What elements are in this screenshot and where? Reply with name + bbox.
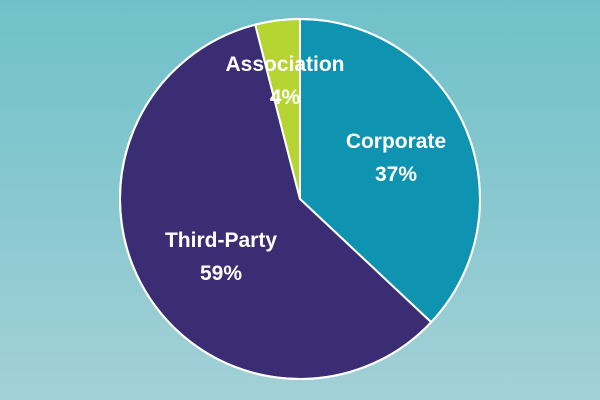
slice-value-association: 4% bbox=[270, 86, 301, 109]
pie-labels: Corporate 37% Third-Party 59% Association 4% bbox=[165, 53, 446, 285]
slice-value-corporate: 37% bbox=[375, 163, 417, 186]
slice-label-third-party: Third-Party bbox=[165, 229, 277, 252]
slice-label-association: Association bbox=[225, 53, 344, 76]
slice-value-third-party: 59% bbox=[200, 262, 242, 285]
slice-label-corporate: Corporate bbox=[346, 130, 446, 153]
pie-slices bbox=[119, 18, 481, 380]
pie-outline bbox=[119, 18, 481, 380]
